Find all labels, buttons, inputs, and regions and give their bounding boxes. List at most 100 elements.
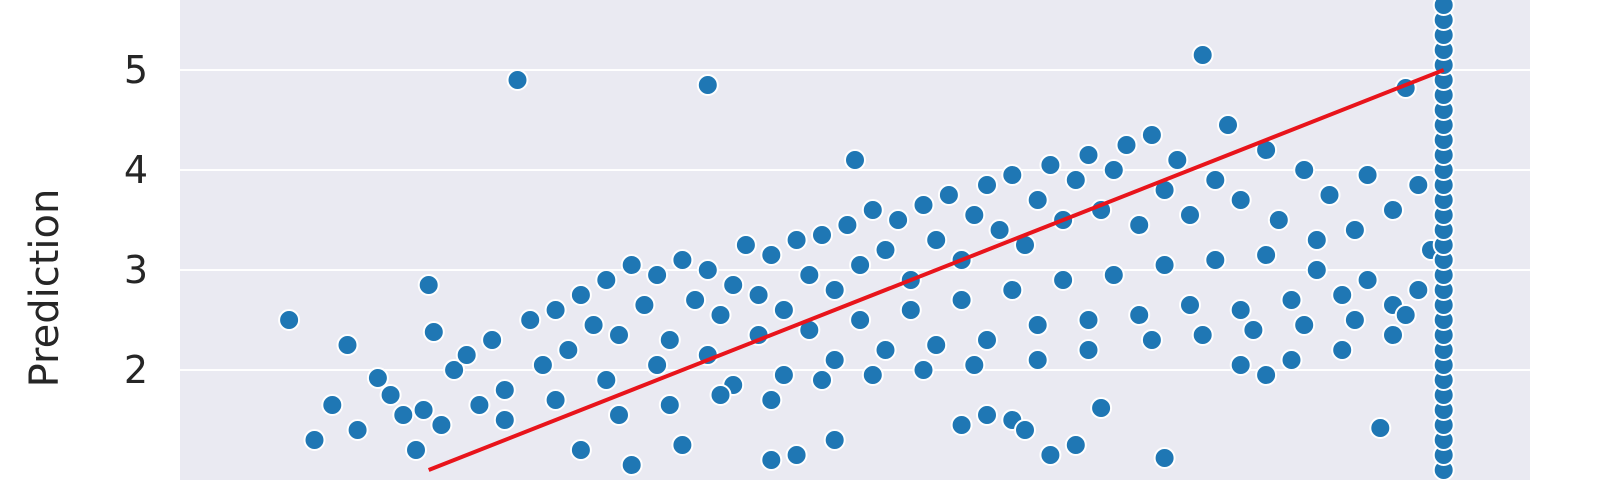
data-point	[1280, 289, 1303, 311]
data-point	[1382, 324, 1404, 346]
data-point	[1153, 254, 1176, 276]
data-point	[1140, 124, 1163, 146]
data-point	[422, 321, 445, 343]
data-point	[823, 349, 846, 371]
data-point	[493, 409, 516, 431]
y-tick-labels: 2 3 4 5	[124, 48, 148, 392]
data-point	[658, 329, 681, 351]
data-point	[798, 264, 821, 286]
plot-area	[180, 0, 1530, 480]
data-point	[506, 69, 529, 91]
data-point	[747, 284, 770, 306]
data-point	[1356, 269, 1379, 291]
data-point	[696, 74, 719, 96]
data-point	[1179, 294, 1201, 316]
data-point	[1318, 184, 1341, 206]
fit-line-layer	[427, 68, 1445, 472]
data-point	[346, 419, 369, 441]
data-point	[569, 439, 592, 461]
data-point	[1255, 364, 1278, 386]
data-point	[321, 394, 344, 416]
data-point	[1407, 174, 1430, 196]
data-point	[950, 289, 973, 311]
data-point	[760, 389, 783, 411]
data-point	[887, 209, 910, 231]
data-point	[836, 214, 859, 236]
data-point	[925, 334, 948, 356]
data-point	[412, 399, 435, 421]
data-point	[899, 299, 922, 321]
data-point	[1229, 354, 1252, 376]
data-point	[493, 379, 516, 401]
data-point	[1128, 304, 1151, 326]
data-point	[557, 339, 580, 361]
data-point	[379, 384, 402, 406]
data-point	[620, 254, 643, 276]
y-axis-label: Prediction	[22, 189, 68, 388]
data-point	[1115, 134, 1138, 156]
y-tick-label: 5	[124, 48, 148, 92]
data-point	[443, 359, 466, 381]
data-point	[1001, 164, 1024, 186]
data-point	[722, 274, 745, 296]
data-point	[430, 414, 453, 436]
data-point	[988, 219, 1011, 241]
data-point	[658, 394, 681, 416]
data-point	[620, 454, 643, 476]
data-point	[1102, 159, 1125, 181]
data-point	[1077, 144, 1100, 166]
data-point	[671, 434, 694, 456]
data-point	[1140, 329, 1163, 351]
data-point	[595, 269, 618, 291]
data-point	[1343, 309, 1366, 331]
data-point	[1356, 164, 1379, 186]
data-point	[823, 279, 846, 301]
data-point	[963, 354, 986, 376]
data-point	[976, 329, 998, 351]
data-point	[1026, 314, 1049, 336]
data-point	[811, 369, 833, 391]
data-point	[1039, 444, 1062, 466]
data-point	[481, 329, 504, 351]
data-point	[709, 384, 732, 406]
data-point	[1255, 244, 1278, 266]
data-point	[844, 149, 866, 171]
data-point	[925, 229, 948, 251]
data-point	[849, 254, 872, 276]
data-point	[1394, 304, 1417, 326]
data-point	[1305, 229, 1328, 251]
data-point	[1204, 249, 1227, 271]
data-point	[1407, 279, 1430, 301]
data-point	[278, 309, 301, 331]
data-point	[468, 394, 491, 416]
data-point	[1293, 314, 1316, 336]
data-point	[1382, 199, 1404, 221]
data-point	[1191, 44, 1214, 66]
data-point	[1102, 264, 1125, 286]
data-point	[976, 404, 998, 426]
data-point	[336, 334, 359, 356]
data-point	[544, 389, 567, 411]
data-point	[1014, 419, 1036, 441]
data-point	[1026, 189, 1049, 211]
data-point	[1217, 114, 1239, 136]
data-point	[963, 204, 986, 226]
data-point	[709, 304, 732, 326]
data-point	[455, 344, 478, 366]
data-point	[912, 194, 935, 216]
data-point	[912, 359, 935, 381]
data-point	[646, 354, 669, 376]
data-point	[1204, 169, 1227, 191]
data-point	[582, 314, 605, 336]
data-point	[1242, 319, 1265, 341]
data-point	[760, 449, 783, 471]
data-point	[1267, 209, 1290, 231]
data-point	[849, 309, 872, 331]
data-point	[772, 299, 795, 321]
data-point	[1077, 309, 1100, 331]
data-point	[417, 274, 440, 296]
data-point	[519, 309, 542, 331]
data-point	[1331, 284, 1354, 306]
data-point	[608, 324, 630, 346]
